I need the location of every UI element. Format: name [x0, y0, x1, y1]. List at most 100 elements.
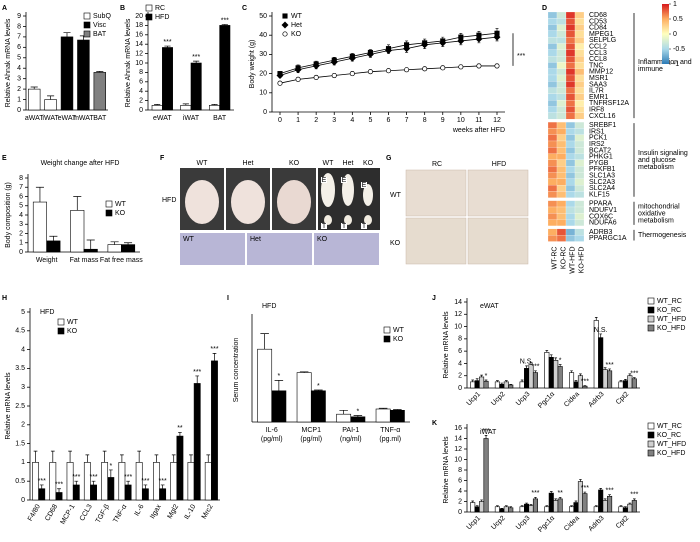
- heat-cell: [565, 235, 576, 242]
- heat-cell: [574, 81, 585, 88]
- error-bar: [603, 367, 607, 370]
- legend-label: Het: [291, 22, 302, 29]
- gene-label: COX6C: [589, 213, 613, 220]
- heat-cell: [547, 213, 558, 220]
- heat-cell: [547, 18, 558, 25]
- x-tick-label: BAT: [213, 115, 227, 122]
- heat-cell: [574, 93, 585, 101]
- heat-cell: [565, 11, 576, 19]
- legend-label: RC: [155, 5, 165, 12]
- bar: [548, 492, 554, 513]
- bar: [170, 462, 178, 501]
- x-tick-label: iWAT: [42, 115, 59, 122]
- heat-cell: [556, 87, 567, 94]
- photo-label: Het: [343, 160, 354, 167]
- heat-cell: [556, 128, 567, 135]
- error-bar: [570, 505, 573, 507]
- row-label: WT: [390, 192, 402, 199]
- column-label: RC: [432, 161, 442, 168]
- y-tick-label: 3: [17, 76, 21, 83]
- legend-label: WT: [67, 319, 79, 326]
- heat-cell: [556, 172, 567, 179]
- x-tick-label: TGF-β: [95, 503, 111, 524]
- bar: [296, 372, 312, 423]
- bar: [470, 381, 476, 389]
- bar: [162, 47, 173, 111]
- error-bar: [195, 375, 200, 384]
- y-tick-label: 8: [17, 23, 21, 30]
- error-bar: [178, 431, 182, 437]
- y-tick-label: 3.5: [15, 365, 25, 372]
- gene-label: IRS1: [589, 128, 605, 135]
- column-label: HFD: [492, 161, 506, 168]
- x-tick-label: Adrb3: [587, 391, 605, 409]
- bar: [124, 484, 132, 501]
- y-axis-label: Body composition (g): [5, 182, 12, 248]
- x-tick-label: 4: [350, 117, 354, 124]
- heat-cell: [547, 166, 558, 173]
- tag-box: [361, 182, 367, 188]
- significance: ***: [221, 17, 229, 24]
- error-bar: [124, 242, 133, 245]
- x-tick-label: eWAT: [58, 115, 77, 122]
- x-tick-label: Cidea: [563, 515, 581, 533]
- y-tick-label: 10: [454, 323, 462, 330]
- x-tick-label: F4/80: [27, 503, 42, 522]
- bar: [582, 385, 588, 389]
- y-axis-label: Relative Ahnak mRNA levels: [5, 18, 12, 107]
- gene-label: SAA3: [589, 81, 607, 88]
- x-tick-label: eWAT: [153, 115, 172, 122]
- error-bar: [160, 484, 165, 489]
- error-bar: [500, 507, 504, 509]
- heat-cell: [565, 49, 576, 57]
- heat-cell: [547, 100, 558, 107]
- gene-label: PYGB: [589, 160, 609, 167]
- heat-cell: [547, 159, 558, 167]
- bar: [209, 105, 220, 111]
- error-bar: [171, 454, 176, 463]
- bar: [544, 352, 550, 389]
- error-bar: [570, 370, 573, 373]
- heat-cell: [574, 172, 585, 179]
- bar: [187, 462, 195, 501]
- gene-label: CD53: [589, 18, 607, 25]
- error-bar: [143, 484, 148, 489]
- heat-cell: [547, 11, 558, 19]
- legend-label: WT_HFD: [657, 441, 686, 448]
- significance: ***: [192, 54, 200, 61]
- error-bar: [96, 71, 104, 73]
- error-bar: [475, 505, 479, 507]
- x-tick-label: 10: [457, 117, 465, 124]
- bar: [607, 495, 613, 513]
- bar: [271, 390, 287, 423]
- bar: [569, 372, 575, 389]
- legend-label: KO: [393, 336, 404, 343]
- bar: [159, 488, 167, 501]
- chart-title: iWAT: [480, 429, 497, 436]
- bar: [350, 416, 366, 423]
- point: [330, 58, 338, 66]
- y-tick-label: 12: [135, 50, 143, 57]
- bar: [519, 506, 525, 513]
- heat-cell: [556, 106, 567, 113]
- bar: [573, 502, 579, 513]
- y-tick-label: 2: [139, 97, 143, 104]
- heat-cell: [574, 112, 585, 120]
- point: [421, 41, 429, 49]
- legend-label: WT_RC: [657, 423, 682, 430]
- legend-label: KO: [291, 31, 302, 38]
- significance: ***: [55, 482, 63, 489]
- y-tick-label: 9: [17, 13, 21, 20]
- panel-label: H: [2, 295, 7, 302]
- error-bar: [525, 365, 528, 369]
- x-tick-label: BAT: [93, 115, 107, 122]
- y-axis-label: Relative mRNA levels: [443, 436, 450, 504]
- x-tick-label: MCP-1: [60, 503, 77, 525]
- gene-label: PFKFB1: [589, 166, 616, 173]
- bar: [532, 498, 538, 513]
- heat-cell: [565, 191, 576, 198]
- significance: ***: [630, 370, 638, 377]
- heat-cell: [574, 228, 585, 236]
- bar: [631, 500, 637, 513]
- chart-title: HFD: [40, 309, 54, 316]
